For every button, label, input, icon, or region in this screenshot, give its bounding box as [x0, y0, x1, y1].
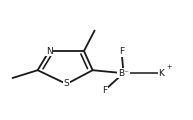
Text: +: + [166, 64, 172, 70]
Text: B⁻: B⁻ [118, 69, 129, 78]
Text: F: F [102, 86, 107, 95]
Text: F: F [119, 47, 124, 56]
Text: N: N [46, 46, 52, 55]
Text: K: K [158, 69, 164, 78]
Text: S: S [64, 79, 69, 89]
